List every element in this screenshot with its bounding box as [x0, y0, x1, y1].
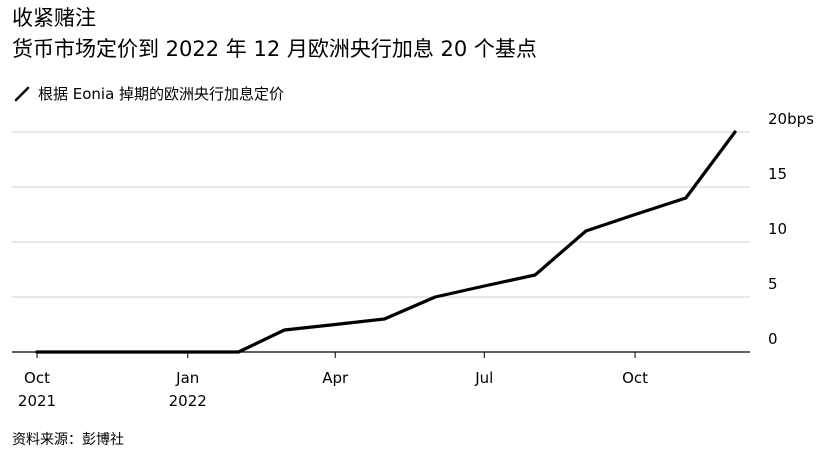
legend-label: 根据 Eonia 掉期的欧洲央行加息定价 [38, 85, 285, 103]
chart-subtitle: 货币市场定价到 2022 年 12 月欧洲央行加息 20 个基点 [12, 37, 537, 61]
series-line [35, 130, 737, 354]
chart-title: 收紧赌注 [12, 6, 96, 30]
y-tick-label: 10 [768, 220, 787, 238]
y-tick-label: 0 [768, 330, 778, 348]
source-note: 资料来源：彭博社 [12, 432, 124, 448]
line-chart: 0 5 10 15 20bps Oct 2021 Jan 2022 Apr Jul Oct [12, 110, 814, 410]
legend: 根据 Eonia 掉期的欧洲央行加息定价 [12, 84, 284, 104]
x-tick-label-year: 2021 [18, 392, 56, 410]
y-tick-label: 15 [768, 165, 787, 183]
x-tick-label: Apr [322, 369, 349, 387]
x-tick-label-year: 2022 [169, 392, 207, 410]
x-tick-label: Jul [474, 369, 493, 387]
x-tick-label: Oct [24, 369, 50, 387]
legend-line-icon [14, 86, 30, 102]
x-tick-label: Jan [175, 369, 199, 387]
y-tick-label: 5 [768, 275, 778, 293]
x-tick-label: Oct [622, 369, 648, 387]
y-tick-label: 20bps [768, 110, 814, 128]
